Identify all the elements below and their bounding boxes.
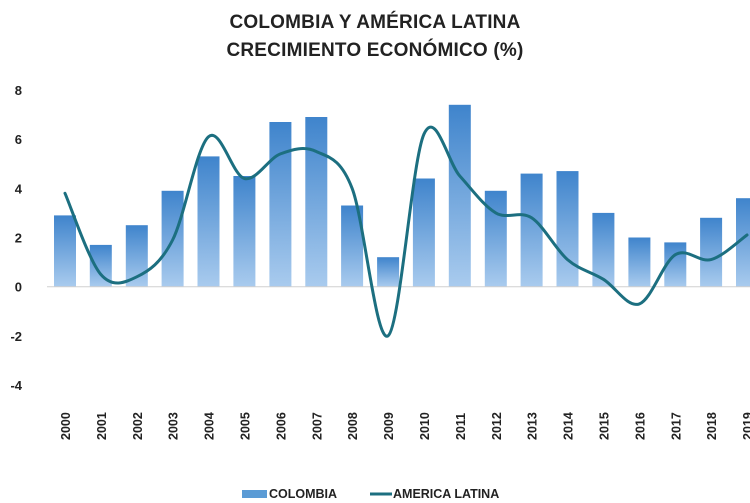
x-tick-label: 2001	[95, 412, 109, 440]
x-tick-label: 2010	[418, 412, 432, 440]
y-tick-label: 8	[15, 83, 22, 98]
bar-colombia-2000	[54, 215, 76, 287]
x-tick-label: 2005	[238, 412, 252, 440]
y-tick-label: 0	[15, 280, 22, 295]
x-tick-label: 2017	[669, 412, 683, 440]
x-tick-label: 2003	[167, 412, 181, 440]
bar-colombia-2018	[700, 217, 723, 287]
chart-title: COLOMBIA Y AMÉRICA LATINA	[229, 12, 521, 33]
bar-colombia-2004	[197, 156, 220, 287]
x-tick-label: 2009	[382, 412, 396, 440]
x-tick-label: 2015	[597, 412, 611, 440]
x-tick-label: 2018	[705, 412, 719, 440]
x-tick-label: 2004	[203, 412, 217, 440]
x-tick-label: 2019	[741, 412, 750, 440]
bar-colombia-2005	[233, 176, 256, 287]
y-tick-label: -2	[10, 329, 22, 344]
x-tick-label: 2002	[131, 412, 145, 440]
legend-label-america-latina: AMERICA LATINA	[393, 487, 499, 501]
line-america-latina	[63, 125, 749, 338]
bar-colombia-2015	[592, 212, 615, 287]
x-tick-label: 2000	[59, 412, 73, 440]
bar-colombia-2001	[89, 244, 112, 287]
bar-colombia-2006	[269, 122, 292, 287]
bar-colombia-2014	[556, 171, 579, 287]
y-tick-label: 2	[15, 231, 22, 246]
bar-colombia-2010	[412, 178, 435, 287]
y-tick-label: 4	[15, 181, 23, 196]
bar-colombia-2009	[377, 257, 400, 287]
x-tick-label: 2011	[454, 413, 468, 440]
chart-subtitle: CRECIMIENTO ECONÓMICO (%)	[226, 40, 524, 61]
bar-colombia-2002	[125, 225, 148, 287]
legend-label-colombia: COLOMBIA	[269, 487, 337, 501]
y-tick-label: 6	[15, 132, 22, 147]
bar-colombia-2013	[520, 173, 543, 287]
x-tick-label: 2007	[310, 412, 324, 440]
x-tick-label: 2012	[490, 412, 504, 440]
x-tick-label: 2013	[526, 412, 540, 440]
x-tick-label: 2008	[346, 412, 360, 440]
x-tick-label: 2016	[633, 412, 647, 440]
bar-colombia-2016	[628, 237, 651, 287]
bar-colombia-2008	[341, 205, 364, 287]
bar-colombia-2007	[305, 117, 328, 287]
x-tick-label: 2006	[274, 412, 288, 440]
legend-swatch-colombia	[242, 490, 267, 498]
x-tick-label: 2014	[562, 412, 576, 440]
y-tick-label: -4	[10, 378, 22, 393]
bar-colombia-2019	[736, 198, 750, 287]
bar-colombia-2011	[448, 104, 471, 287]
